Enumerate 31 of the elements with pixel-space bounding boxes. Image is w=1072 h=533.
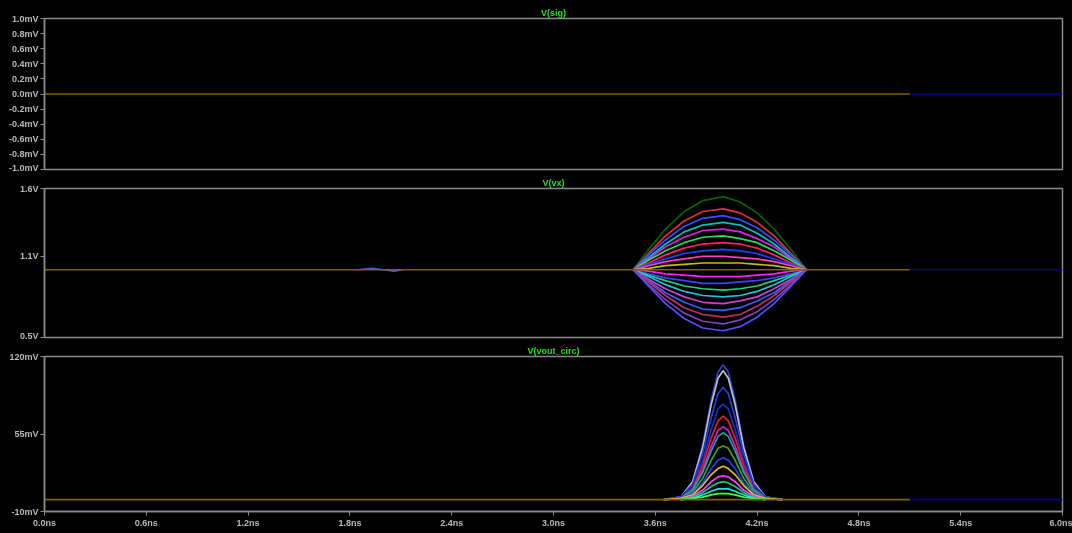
y-tick-label: 0.8mV <box>11 28 39 39</box>
x-tick-label: 3.6ns <box>643 517 667 528</box>
y-tick-label: -10mV <box>11 506 39 517</box>
x-tick-label: 3.0ns <box>541 517 566 528</box>
y-tick-label: 0.6mV <box>11 43 39 54</box>
x-tick-label: 4.8ns <box>847 517 871 528</box>
y-tick-label: -0.4mV <box>8 119 39 130</box>
chart-title: V(vx) <box>542 177 565 188</box>
y-tick-label: 55mV <box>14 429 39 439</box>
y-tick-label: -0.6mV <box>8 134 39 145</box>
y-tick-label: -0.8mV <box>8 149 39 160</box>
y-tick-label: 0.0mV <box>11 89 39 99</box>
y-tick-label: -1.0mV <box>8 162 39 173</box>
y-tick-label: 1.0mV <box>11 13 39 24</box>
x-tick-label: 4.2ns <box>745 517 769 528</box>
x-tick-label: 5.4ns <box>949 517 973 528</box>
chart-title: V(sig) <box>541 7 567 18</box>
x-tick-label: 2.4ns <box>440 517 464 528</box>
x-tick-label: 1.8ns <box>338 517 362 528</box>
y-tick-label: 0.5V <box>19 330 39 341</box>
y-tick-label: 0.2mV <box>11 73 39 84</box>
x-tick-label: 6.0ns <box>1049 517 1072 528</box>
y-tick-label: 0.4mV <box>11 58 39 69</box>
x-tick-label: 1.2ns <box>236 517 260 528</box>
y-tick-label: -0.2mV <box>8 104 39 115</box>
y-tick-label: 1.1V <box>19 251 39 262</box>
x-tick-label: 0.6ns <box>134 517 158 528</box>
y-tick-label: 1.6V <box>19 183 39 194</box>
y-tick-label: 120mV <box>9 351 39 362</box>
x-tick-label: 0.0ns <box>32 517 57 528</box>
chart-title: V(vout_circ) <box>527 345 580 356</box>
